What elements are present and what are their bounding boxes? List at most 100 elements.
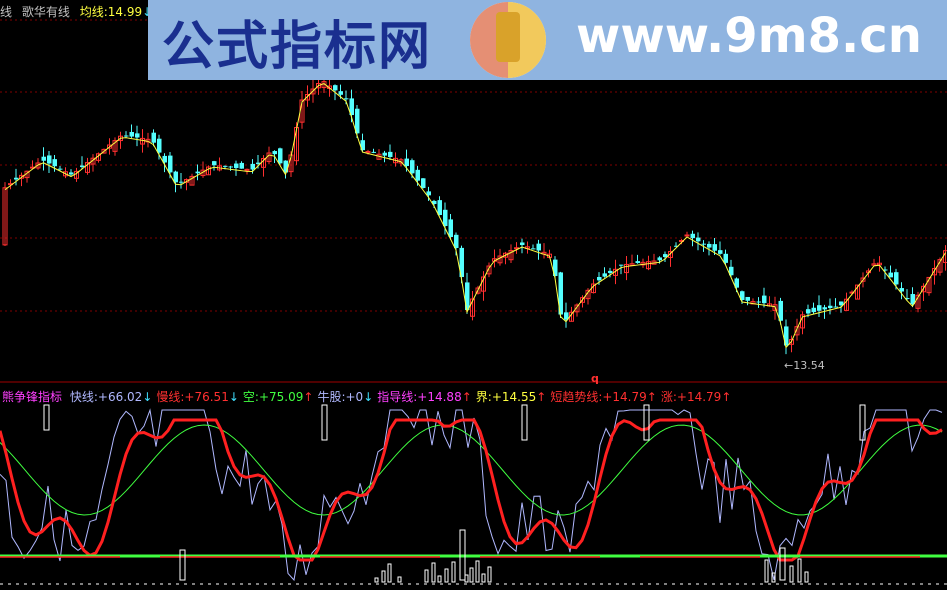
candle-body: [459, 247, 464, 277]
candle-body: [817, 305, 822, 311]
indicator-item: 界:+14.55↑: [476, 390, 547, 404]
candle-body: [333, 85, 338, 91]
candle-body: [657, 257, 662, 261]
ma-label: 均线:: [79, 5, 108, 19]
candle-body: [316, 83, 321, 89]
item-value: +66.02: [97, 390, 143, 404]
signal-bar: [179, 549, 186, 581]
fast-line: [0, 408, 943, 582]
candle-body: [443, 209, 448, 226]
item-value: +14.55: [491, 390, 537, 404]
indicator-item: 牛股:+0↓: [317, 390, 373, 404]
candle-body: [448, 219, 453, 237]
item-value: +76.51: [184, 390, 229, 404]
candle-body: [663, 254, 668, 257]
volume-bar: [764, 559, 769, 583]
candle-body: [426, 191, 431, 196]
candle-body: [244, 168, 250, 171]
arrow-up-icon: ↑: [721, 390, 732, 404]
indicator-item: 短趋势线:+14.79↑: [550, 390, 657, 404]
candle-body: [212, 161, 217, 166]
candle-body: [355, 108, 360, 134]
signal-bar: [321, 404, 328, 441]
low-price-label: ←13.54: [784, 359, 825, 372]
candle-body: [883, 269, 888, 271]
candle-body: [19, 174, 24, 179]
candle-body: [256, 162, 261, 164]
arrow-up-icon: ↑: [461, 390, 472, 404]
arrow-up-icon: ↑: [536, 390, 547, 404]
candle-body: [454, 234, 459, 248]
candle-body: [80, 165, 85, 167]
candle-body: [107, 144, 112, 149]
volume-bar: [431, 562, 436, 583]
candle-body: [915, 294, 921, 309]
candle-body: [41, 156, 46, 161]
candle-body: [888, 272, 893, 278]
item-value: +0: [345, 390, 364, 404]
candle-body: [828, 305, 833, 308]
candle-body: [135, 133, 140, 138]
candle-body: [344, 98, 349, 100]
signal-bar: [643, 404, 650, 441]
candle-body: [745, 296, 750, 301]
watermark-banner: 公式指标网 www.9m8.cn: [148, 0, 947, 80]
volume-bar: [789, 565, 794, 583]
candle-body: [712, 244, 717, 251]
indicator-item: 快线:+66.02↓: [70, 390, 153, 404]
site-name: 公式指标网: [162, 17, 433, 77]
candle-body: [129, 131, 134, 137]
candle-body: [475, 287, 481, 294]
item-label: 空:: [242, 390, 259, 404]
candle-body: [63, 171, 68, 177]
volume-bar: [387, 563, 392, 583]
candle-body: [14, 177, 19, 180]
candle-body: [250, 163, 255, 170]
site-url: www.9m8.cn: [576, 8, 922, 64]
candle-body: [410, 160, 415, 174]
candle-body: [806, 309, 811, 314]
candle-body: [899, 288, 904, 292]
candle-body: [833, 306, 838, 308]
volume-bar: [464, 574, 469, 583]
candle-body: [762, 295, 767, 304]
candle-body: [223, 165, 228, 167]
candle-body: [932, 268, 937, 276]
signal-bar: [779, 547, 786, 581]
slow-line: [0, 418, 943, 562]
arrow-down-icon: ↓: [142, 390, 153, 404]
candle-body: [701, 243, 706, 245]
volume-bar: [771, 572, 776, 583]
candle-body: [404, 158, 409, 166]
signal-bar: [521, 404, 528, 441]
candle-body: [112, 140, 118, 152]
candle-body: [723, 253, 728, 263]
candle-body: [437, 200, 442, 215]
legend-prefix: 线: [0, 5, 13, 19]
candle-body: [234, 163, 239, 168]
candle-body: [619, 264, 624, 266]
candle-body: [52, 159, 57, 167]
volume-bar: [424, 569, 429, 583]
candle-body: [844, 298, 849, 311]
candle-body: [206, 166, 211, 176]
candle-body: [520, 242, 525, 245]
candle-body: [855, 284, 860, 300]
candle-body: [734, 278, 739, 288]
candle-body: [740, 291, 745, 300]
arrow-down-icon: ↓: [363, 390, 374, 404]
candle-body: [921, 285, 926, 293]
signal-bar: [459, 529, 466, 581]
volume-bar: [469, 567, 474, 583]
candle-body: [707, 243, 712, 248]
candle-body: [718, 250, 723, 254]
candle-body: [564, 312, 569, 320]
candle-body: [470, 298, 475, 317]
item-label: 慢线:: [156, 390, 185, 404]
candle-body: [179, 181, 184, 183]
candle-body: [608, 270, 613, 273]
arrow-up-icon: ↑: [646, 390, 657, 404]
candle-body: [421, 178, 426, 188]
candle-body: [2, 187, 8, 246]
volume-bar: [444, 568, 449, 583]
